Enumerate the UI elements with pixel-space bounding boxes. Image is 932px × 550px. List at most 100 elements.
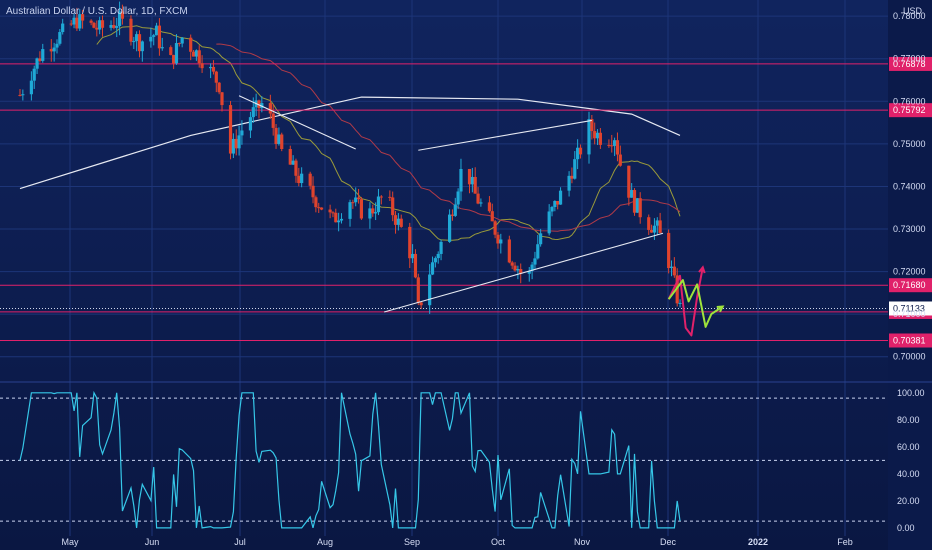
candle-body xyxy=(376,196,381,213)
candle-body xyxy=(169,47,173,55)
candle-body xyxy=(496,234,500,244)
candle-body xyxy=(613,140,617,146)
candle-body xyxy=(573,159,577,179)
candle-body xyxy=(578,147,583,155)
candle-body xyxy=(678,302,682,304)
candle-body xyxy=(416,277,420,303)
candles xyxy=(18,1,682,314)
candle-body xyxy=(519,268,523,274)
candle-body xyxy=(29,80,33,95)
time-tick-label: Jun xyxy=(145,537,160,547)
candle-body xyxy=(379,196,383,198)
candle-body xyxy=(112,25,116,28)
candle-body xyxy=(328,209,332,213)
current-price-tag xyxy=(889,301,932,316)
candle-body xyxy=(228,105,233,154)
candle-body xyxy=(297,175,301,184)
time-tick-label: Jul xyxy=(234,537,246,547)
candle-body xyxy=(348,202,352,219)
grid xyxy=(0,0,932,536)
candle-body xyxy=(439,241,443,254)
candle-body xyxy=(533,258,537,265)
candle-body xyxy=(356,197,361,200)
level-tag xyxy=(889,103,932,118)
candle-body xyxy=(615,140,620,155)
candle-body xyxy=(652,225,657,233)
candle-body xyxy=(38,58,42,61)
ma-200-line xyxy=(19,96,681,190)
candle-body xyxy=(436,253,440,259)
candle-body xyxy=(294,160,298,176)
horizontal-levels[interactable]: 0.768780.757920.716800.710520.703810.711… xyxy=(0,56,932,348)
candle-body xyxy=(58,32,62,44)
chart-title: Australian Dollar / U.S. Dollar, 1D, FXC… xyxy=(6,6,188,17)
time-tick-label: Nov xyxy=(574,537,591,547)
candle-body xyxy=(669,266,674,269)
candle-body xyxy=(308,173,312,186)
time-tick-label: 2022 xyxy=(748,537,768,547)
candle-body xyxy=(197,50,201,64)
candle-body xyxy=(214,71,218,83)
forecast-arrowhead-pink xyxy=(698,265,706,274)
candle-body xyxy=(354,197,358,203)
candle-body xyxy=(69,23,73,25)
candle-body xyxy=(530,264,534,271)
candle-body xyxy=(459,168,463,192)
candle-body xyxy=(120,11,125,19)
candle-body xyxy=(667,232,671,269)
candle-body xyxy=(32,68,36,81)
candle-body xyxy=(510,262,514,266)
candle-body xyxy=(251,107,255,118)
trendline xyxy=(384,232,664,313)
candle-body xyxy=(433,258,437,263)
candle-body xyxy=(132,41,136,43)
level-tag-label: 0.75792 xyxy=(893,105,926,115)
candle-body xyxy=(430,262,435,275)
candle-body xyxy=(553,200,557,208)
candle-body xyxy=(391,197,395,216)
candle-body xyxy=(476,193,480,204)
candle-body xyxy=(21,94,25,96)
price-tick-label: 0.72000 xyxy=(893,267,926,277)
candle-body xyxy=(536,244,540,259)
candle-body xyxy=(359,199,363,219)
candle-body xyxy=(217,82,221,93)
candle-body xyxy=(291,160,295,165)
candle-body xyxy=(135,34,139,42)
candle-body xyxy=(516,268,520,271)
candle-body xyxy=(368,208,372,219)
candle-body xyxy=(374,212,378,214)
candle-body xyxy=(231,138,235,154)
time-tick-label: Oct xyxy=(491,537,506,547)
candle-body xyxy=(598,132,602,145)
osc-tick-label: 80.00 xyxy=(897,415,920,425)
price-axis[interactable]: 0.78000 0.77000 0.76000 0.75000 0.74000 0.730… xyxy=(893,11,926,533)
candle-body xyxy=(248,117,253,131)
level-tag-label: 0.76878 xyxy=(893,59,926,69)
candle-body xyxy=(157,25,162,49)
candle-body xyxy=(593,131,597,139)
candle-body xyxy=(92,22,96,28)
candle-body xyxy=(100,20,105,28)
candle-body xyxy=(456,191,460,205)
trendlines[interactable] xyxy=(238,95,664,313)
price-tick-label: 0.75000 xyxy=(893,139,926,149)
candle-body xyxy=(479,202,483,204)
candle-body xyxy=(493,221,497,235)
price-tick-label: 0.70000 xyxy=(893,352,926,362)
osc-tick-label: 60.00 xyxy=(897,442,920,452)
candle-body xyxy=(191,51,196,57)
forecast-arrowhead-green xyxy=(716,305,725,313)
candle-body xyxy=(649,229,654,233)
time-axis[interactable]: May Jun Jul Aug Sep Oct Nov Dec 2022 Feb xyxy=(61,537,852,547)
candle-body xyxy=(180,37,184,44)
candle-body xyxy=(450,214,455,216)
forecast-drawings[interactable] xyxy=(667,265,725,337)
candle-body xyxy=(630,190,634,198)
candle-body xyxy=(428,274,432,306)
candle-body xyxy=(399,218,403,227)
candle-body xyxy=(311,185,315,198)
ma-50-line xyxy=(216,43,681,232)
